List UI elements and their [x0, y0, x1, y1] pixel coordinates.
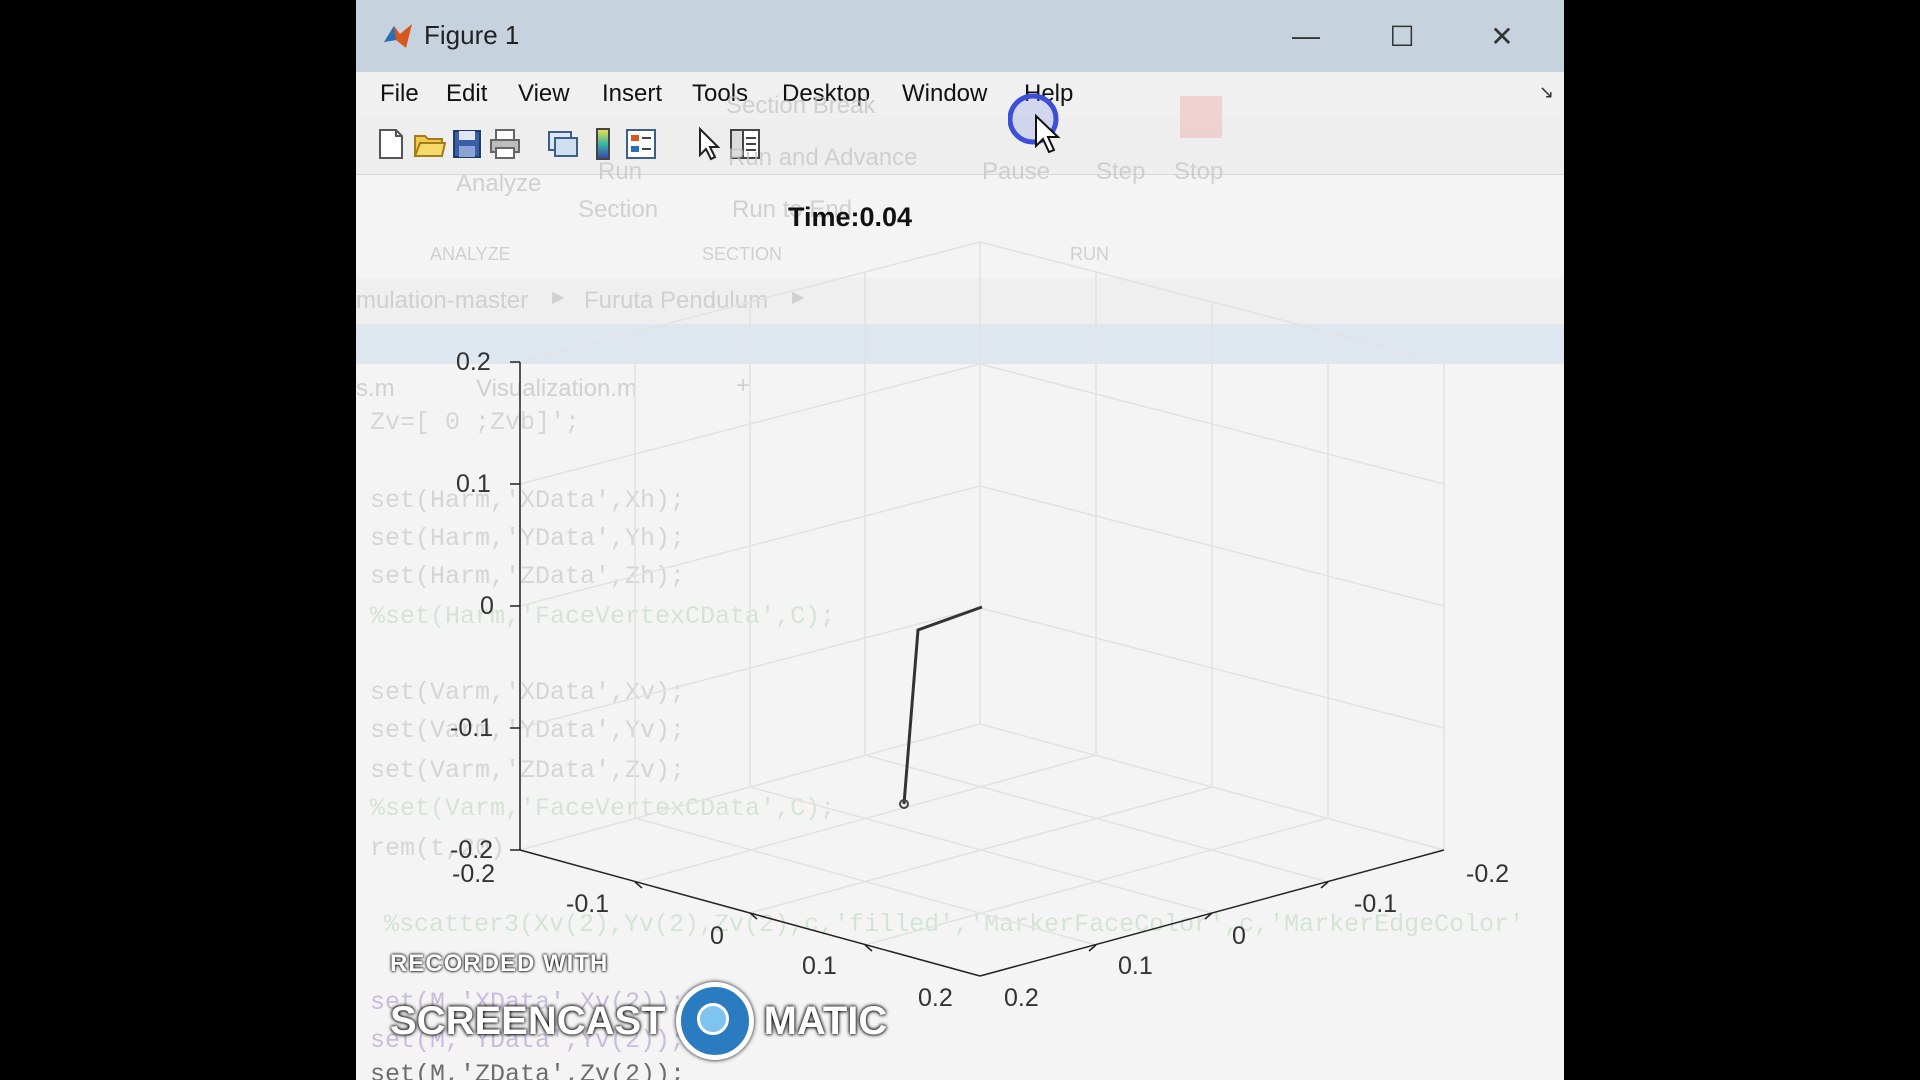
title-bar: Figure 1 — ☐ ✕	[356, 0, 1564, 72]
ghost-code-line: %set(Harm,'FaceVertexCData',C);	[370, 602, 836, 631]
ghost-section-group: SECTION	[702, 244, 783, 264]
ghost-run-group: RUN	[1070, 244, 1109, 264]
window-title: Figure 1	[424, 20, 520, 50]
matlab-logo-icon	[384, 24, 412, 48]
ghost-code-line: set(Harm,'YData',Yh);	[370, 524, 686, 553]
save-icon[interactable]	[450, 126, 484, 162]
menu-edit[interactable]: Edit	[446, 80, 488, 107]
ghost-run-to-end: Run to End	[732, 196, 853, 223]
screencast-watermark: RECORDED WITH SCREENCAST MATIC	[390, 950, 887, 1060]
open-file-icon[interactable]	[412, 126, 446, 162]
mouse-cursor-icon	[1008, 94, 1061, 154]
ghost-analyze: Analyze	[456, 170, 542, 197]
x-tick-label: 0	[710, 922, 724, 950]
link-plot-icon[interactable]	[546, 126, 580, 162]
plot-title: Time:0.04	[787, 202, 913, 232]
ghost-code-line: set(M,'ZData',Zv(2));	[370, 1060, 686, 1080]
ghost-run: Run	[598, 158, 643, 185]
z-tick-label: 0.1	[456, 470, 491, 498]
x-tick-label: 0.1	[802, 952, 837, 980]
ghost-code-line: set(M,'YData',Yv(2));	[370, 1026, 686, 1055]
ghost-code-line: %scatter3(Xv(2),Yv(2),Zv(2),c,'filled','…	[384, 910, 1525, 939]
ghost-analyze-group: ANALYZE	[430, 244, 511, 264]
z-tick-label: -0.2	[450, 836, 494, 864]
menu-window[interactable]: Window	[902, 80, 988, 107]
ghost-breadcrumb-chevron: ▶	[552, 289, 565, 306]
menu-bar: File Edit View Insert Tools Desktop Wind…	[356, 72, 1564, 118]
ghost-breadcrumb-bar	[356, 278, 1564, 324]
minimize-button[interactable]: —	[1280, 14, 1332, 58]
ghost-code-line: set(Varm,'YData',Yv);	[370, 716, 686, 745]
menu-desktop[interactable]: Desktop	[782, 80, 871, 107]
new-figure-icon[interactable]	[374, 126, 408, 162]
ghost-tab-1: s.m	[356, 375, 395, 402]
y-tick-label: -0.1	[1354, 890, 1398, 918]
ghost-stop-square	[1180, 96, 1222, 138]
ghost-breadcrumb-chevron-2: ▶	[792, 289, 805, 306]
maximize-button[interactable]: ☐	[1376, 14, 1428, 58]
ghost-code-line: set(Harm,'XData',Xh);	[370, 486, 686, 515]
ghost-code-line: set(Varm,'ZData',Zv);	[370, 756, 686, 785]
minimize-icon: —	[1292, 20, 1320, 51]
pointer-icon[interactable]	[690, 126, 724, 162]
z-tick-label: 0.2	[456, 348, 491, 376]
z-tick-label: -0.1	[450, 714, 494, 742]
y-tick-label: 0	[1232, 922, 1246, 950]
menu-file[interactable]: File	[380, 80, 419, 107]
axes-3d[interactable]	[356, 0, 1564, 1080]
ghost-path-strip	[356, 324, 1564, 364]
maximize-icon: ☐	[1389, 20, 1415, 52]
close-icon: ✕	[1490, 20, 1514, 52]
ghost-section-break: Section Break	[726, 92, 876, 119]
y-tick-label: 0.2	[1004, 984, 1039, 1012]
pendulum-mass	[899, 799, 909, 809]
ghost-editor-layer: Section Break Run and Advance Run to End…	[356, 0, 1564, 1080]
y-tick-label: 0.1	[1118, 952, 1153, 980]
ghost-code-line: set(M,'XData',Xv(2));	[370, 988, 686, 1017]
dock-arrow-icon[interactable]: ↘	[1538, 82, 1554, 102]
watermark-recorded-with: RECORDED WITH	[390, 950, 609, 977]
ghost-breadcrumb-1: mulation-master	[356, 287, 529, 314]
menu-insert[interactable]: Insert	[602, 80, 663, 107]
ghost-tab-2: Visualization.m	[476, 375, 637, 402]
watermark-screencast: SCREENCAST	[390, 998, 666, 1043]
close-button[interactable]: ✕	[1476, 14, 1528, 58]
pendulum-arms	[902, 605, 983, 805]
z-tick-label: 0	[480, 592, 494, 620]
x-tick-label: 0.2	[918, 984, 953, 1012]
print-icon[interactable]	[488, 126, 522, 162]
ghost-code-line: Zv=[ 0 ;Zvb]';	[370, 408, 581, 437]
screencast-logo-icon	[675, 982, 754, 1060]
x-tick-label: -0.1	[566, 890, 610, 918]
legend-icon[interactable]	[624, 126, 658, 162]
ghost-run-advance: Run and Advance	[728, 144, 918, 171]
x-tick-label: -0.2	[452, 860, 496, 888]
property-editor-icon[interactable]	[728, 126, 762, 162]
menu-tools[interactable]: Tools	[692, 80, 749, 107]
ghost-pause: Pause	[982, 158, 1051, 185]
ghost-code-line: set(Varm,'XData',Xv);	[370, 678, 686, 707]
figure-window: Figure 1 — ☐ ✕ File Edit View Insert Too…	[356, 0, 1564, 1080]
ghost-step: Step	[1096, 158, 1146, 185]
figure-toolbar	[356, 118, 1564, 175]
ghost-stop: Stop	[1174, 158, 1224, 185]
watermark-matic: MATIC	[763, 998, 888, 1043]
y-tick-label: -0.2	[1466, 860, 1510, 888]
ghost-new-tab-icon: +	[736, 372, 751, 399]
menu-view[interactable]: View	[518, 80, 570, 107]
ghost-code-line: rem(t,20)	[370, 834, 506, 863]
ghost-breadcrumb-2: Furuta Pendulum	[584, 287, 769, 314]
ghost-code-line: %set(Varm,'FaceVertexCData',C);	[370, 794, 836, 823]
ghost-section: Section	[578, 196, 659, 223]
colorbar-icon[interactable]	[586, 126, 620, 162]
